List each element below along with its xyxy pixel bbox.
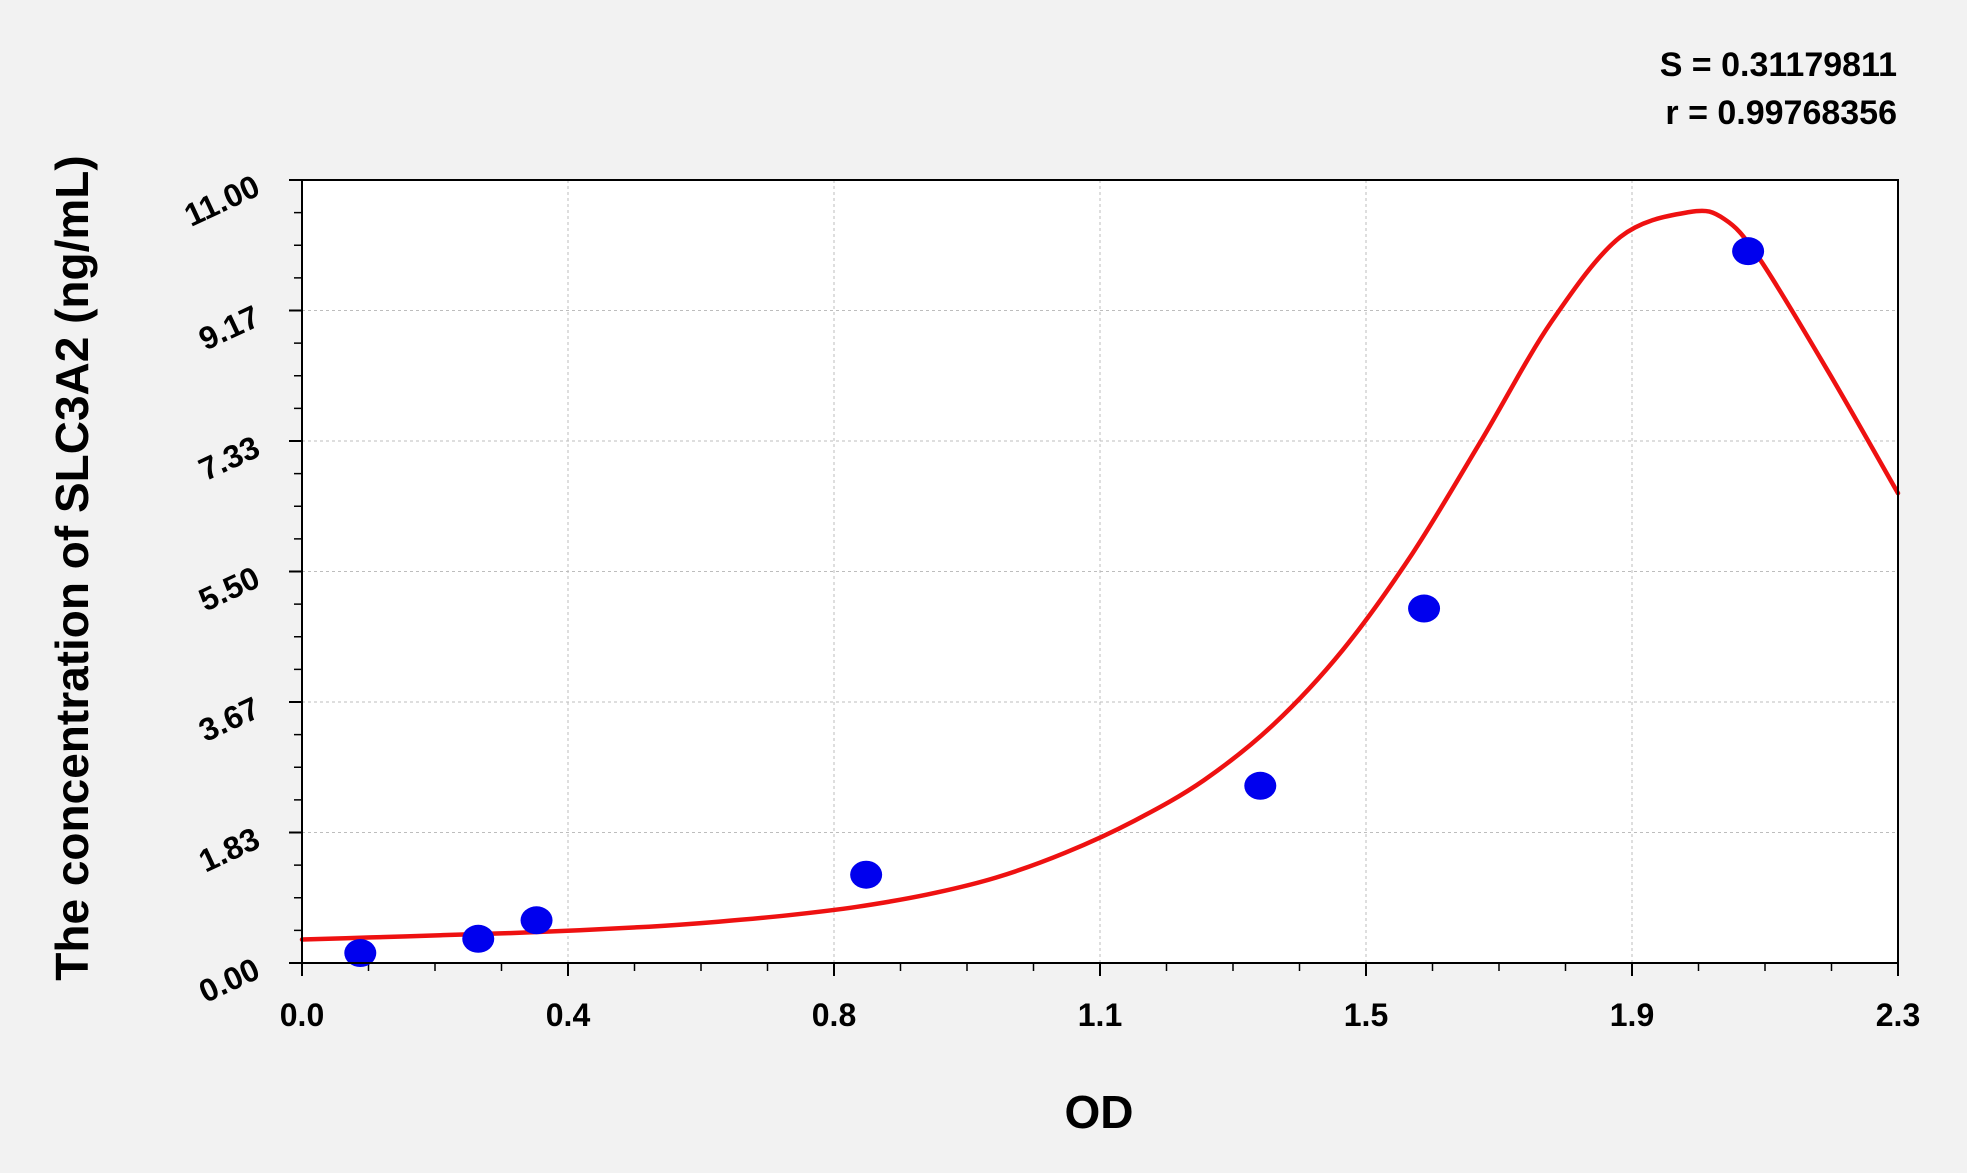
- x-axis-title: OD: [1065, 1086, 1134, 1138]
- x-tick-label: 0.8: [812, 997, 856, 1033]
- s-value-label: S = 0.31179811: [1660, 46, 1897, 84]
- r-value-label: r = 0.99768356: [1665, 94, 1897, 132]
- data-point: [1732, 237, 1765, 266]
- data-point: [462, 924, 495, 953]
- grid-lines: [289, 179, 1899, 976]
- data-points-layer: [344, 237, 1765, 968]
- data-point: [1244, 771, 1277, 800]
- fit-curve-layer: [299, 208, 1901, 942]
- x-tick-label: 0.4: [546, 997, 591, 1033]
- x-tick-label: 2.3: [1876, 997, 1920, 1033]
- data-point: [1408, 594, 1441, 623]
- x-tick-label: 0.0: [280, 997, 324, 1033]
- data-point: [520, 906, 553, 935]
- x-tick-labels: 0.0 0.4 0.8 1.1 1.5 1.9 2.3: [280, 997, 1920, 1033]
- data-point: [344, 939, 377, 968]
- y-axis-title: The concentration of SLC3A2 (ng/mL): [46, 155, 98, 980]
- data-point: [850, 860, 883, 889]
- plot-frame: [301, 179, 1899, 964]
- fit-curve-line: [299, 208, 1901, 942]
- x-tick-label: 1.9: [1610, 997, 1654, 1033]
- x-tick-label: 1.5: [1344, 997, 1388, 1033]
- x-tick-label: 1.1: [1078, 997, 1122, 1033]
- minor-ticks: [294, 211, 1833, 971]
